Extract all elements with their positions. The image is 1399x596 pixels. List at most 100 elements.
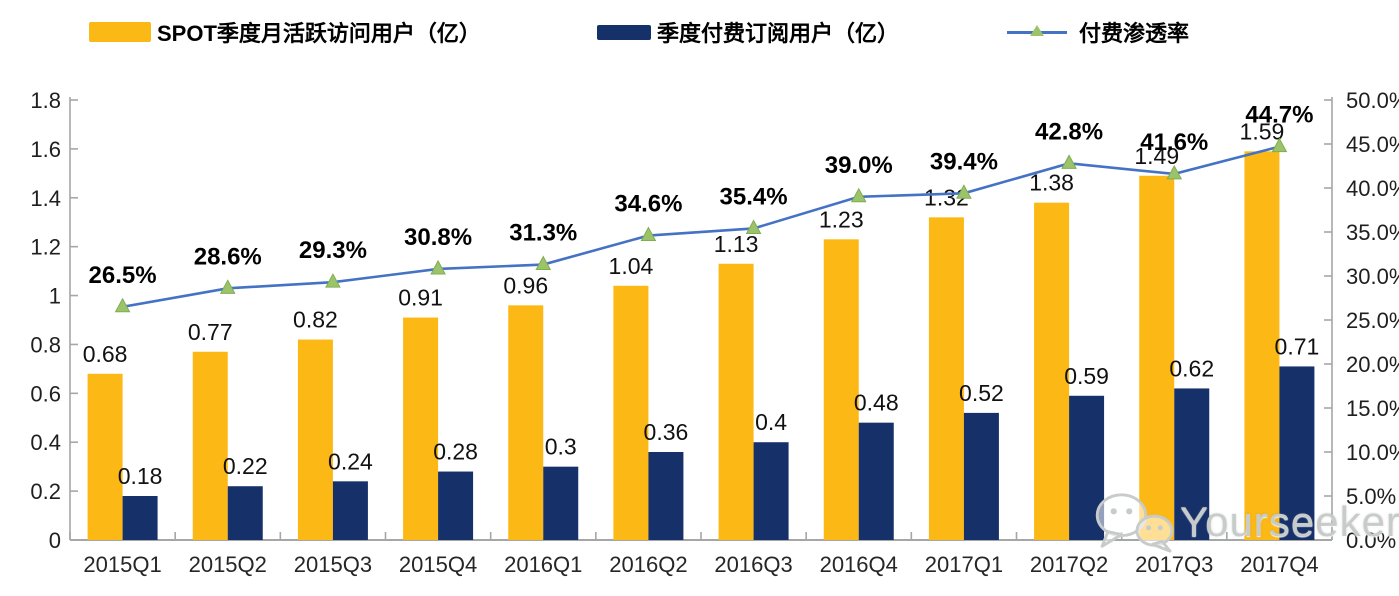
mau-bar [823, 239, 859, 541]
penetration-point-label: 30.8% [404, 224, 472, 251]
subscribers-bar-value-label: 0.52 [959, 380, 1004, 406]
line-triangle-marker [640, 226, 657, 242]
penetration-point-label: 34.6% [614, 191, 682, 218]
right-axis-tick-label: 50.0% [1346, 88, 1399, 113]
legend-label-subscribers: 季度付费订阅用户（亿） [657, 21, 900, 46]
mau-bar-value-label: 0.82 [293, 307, 338, 333]
mau-bar-value-label: 1.59 [1240, 118, 1285, 144]
subscribers-bar [332, 481, 368, 540]
line-triangle-marker [1166, 164, 1183, 180]
left-axis-tick-label: 0.6 [30, 381, 61, 406]
line-triangle-marker [325, 273, 341, 288]
legend-item-penetration[interactable]: 付费渗透率 [1007, 14, 1189, 50]
subscribers-bar-value-label: 0.48 [854, 390, 899, 416]
penetration-point-label: 42.8% [1035, 118, 1103, 145]
penetration-point-label: 39.4% [930, 148, 998, 175]
line-triangle-marker [956, 184, 972, 199]
subscribers-bar [1174, 388, 1210, 540]
left-axis-tick-label: 1 [49, 284, 61, 309]
right-axis-tick-label: 5.0% [1346, 484, 1396, 509]
subscribers-bar-value-label: 0.4 [755, 409, 787, 435]
subscribers-bar [1279, 366, 1315, 540]
subscribers-bar [438, 471, 474, 540]
subscribers-bar [648, 452, 684, 540]
x-axis-category-label: 2015Q4 [399, 552, 477, 577]
right-axis-tick-label: 10.0% [1346, 440, 1399, 465]
line-triangle-marker [535, 255, 552, 271]
mau-bar [1139, 175, 1175, 540]
subscribers-bar [753, 442, 789, 540]
line-triangle-marker [745, 219, 762, 234]
mau-bar [928, 217, 964, 541]
penetration-point-label: 26.5% [89, 262, 157, 289]
subscribers-bar-value-label: 0.62 [1169, 355, 1214, 381]
subscribers-bar-value-label: 0.71 [1275, 333, 1320, 359]
mau-bar [1034, 202, 1070, 540]
right-axis-tick-label: 0.0% [1346, 528, 1396, 553]
mau-bar [613, 285, 649, 540]
subscribers-bar [543, 466, 579, 540]
mau-bar-value-label: 1.38 [1029, 170, 1074, 196]
left-axis-tick-label: 1.6 [30, 137, 61, 162]
subscribers-bar-value-label: 0.36 [644, 419, 689, 445]
left-axis-tick-label: 1.2 [30, 235, 61, 260]
mau-bar-value-label: 0.91 [398, 285, 443, 311]
penetration-point-label: 29.3% [299, 237, 367, 264]
penetration-series-swatch-icon [1007, 25, 1067, 39]
mau-bar [1244, 151, 1280, 541]
penetration-point-label: 44.7% [1245, 102, 1313, 129]
mau-bar-value-label: 1.13 [714, 231, 759, 257]
subscribers-bar [122, 496, 158, 540]
subscribers-bar-value-label: 0.22 [223, 453, 268, 479]
right-axis-tick-label: 25.0% [1346, 308, 1399, 333]
legend-triangle-marker-icon [1030, 25, 1044, 36]
legend-item-mau[interactable]: SPOT季度月活跃访问用户（亿） [89, 14, 481, 50]
subscribers-bar-value-label: 0.3 [545, 434, 577, 460]
right-axis-tick-label: 40.0% [1346, 176, 1399, 201]
mau-bar [192, 351, 228, 540]
right-axis-tick-label: 35.0% [1346, 220, 1399, 245]
line-triangle-marker [114, 297, 131, 313]
mau-bar [87, 373, 123, 540]
left-axis-tick-label: 1.8 [30, 88, 61, 113]
x-axis-category-label: 2016Q3 [714, 552, 792, 577]
legend-label-penetration: 付费渗透率 [1079, 21, 1190, 46]
x-axis-category-label: 2017Q2 [1030, 552, 1108, 577]
mau-bar-value-label: 1.23 [819, 206, 864, 232]
line-triangle-marker [850, 187, 867, 203]
subscribers-bar [227, 486, 263, 540]
x-axis-category-label: 2015Q2 [189, 552, 267, 577]
mau-bar [297, 339, 333, 540]
mau-bar-value-label: 1.04 [609, 253, 654, 279]
left-axis-tick-label: 1.4 [30, 186, 61, 211]
line-triangle-marker [1271, 137, 1288, 153]
subscribers-bar [1069, 395, 1105, 540]
penetration-point-label: 39.0% [825, 152, 893, 179]
left-axis-tick-label: 0.4 [30, 430, 61, 455]
mau-bar [718, 263, 754, 540]
x-axis-category-label: 2017Q4 [1240, 552, 1318, 577]
subscribers-bar-value-label: 0.18 [118, 463, 163, 489]
penetration-point-label: 41.6% [1140, 129, 1208, 156]
subscribers-bar [963, 412, 999, 540]
x-axis-category-label: 2017Q1 [925, 552, 1003, 577]
subscribers-bar-value-label: 0.28 [433, 439, 478, 465]
legend-item-subscribers[interactable]: 季度付费订阅用户（亿） [597, 14, 899, 50]
penetration-point-label: 28.6% [194, 243, 262, 270]
mau-bar-value-label: 0.77 [188, 319, 233, 345]
left-axis-tick-label: 0.2 [30, 479, 61, 504]
right-axis-tick-label: 30.0% [1346, 264, 1399, 289]
mau-bar-value-label: 0.68 [83, 341, 128, 367]
x-axis-category-label: 2016Q1 [504, 552, 582, 577]
mau-bar-value-label: 0.96 [503, 272, 548, 298]
x-axis-category-label: 2017Q3 [1135, 552, 1213, 577]
x-axis-category-label: 2016Q2 [609, 552, 687, 577]
penetration-line [122, 145, 1280, 309]
right-axis-tick-label: 15.0% [1346, 396, 1399, 421]
subscribers-series-swatch-icon [597, 24, 651, 40]
mau-bar [403, 317, 439, 540]
penetration-point-label: 31.3% [509, 220, 577, 247]
line-triangle-marker [1061, 154, 1077, 169]
